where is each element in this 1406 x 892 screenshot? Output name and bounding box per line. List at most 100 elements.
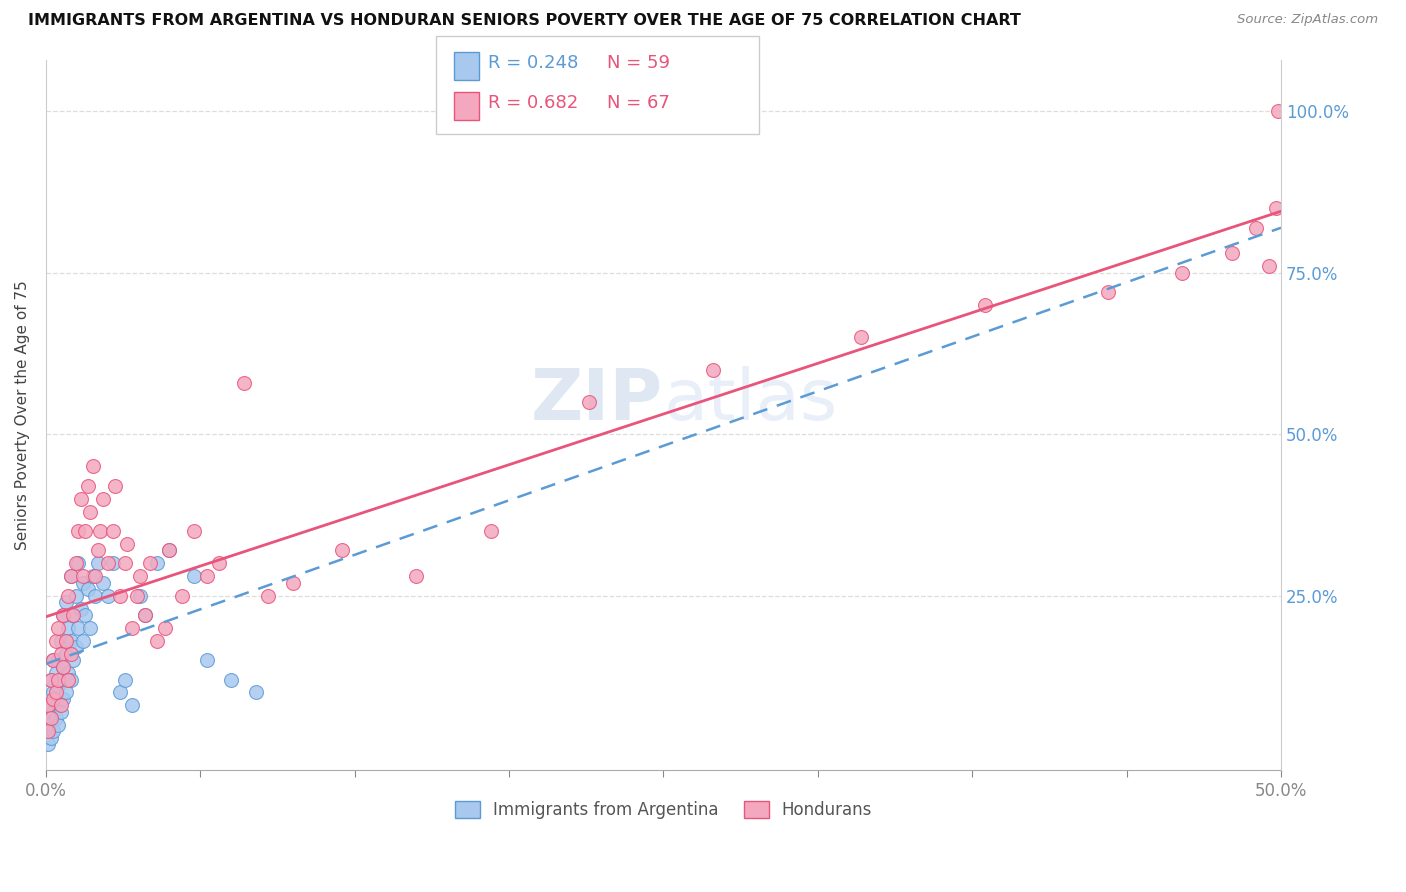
Point xyxy=(46,621,69,635)
Point xyxy=(67,557,90,571)
Point xyxy=(37,718,59,732)
Point xyxy=(75,607,97,622)
Point xyxy=(101,557,124,571)
Point xyxy=(45,685,67,699)
Point xyxy=(72,575,94,590)
Point xyxy=(87,543,110,558)
Point xyxy=(65,640,87,655)
Point xyxy=(37,724,59,739)
Point xyxy=(37,698,59,713)
Y-axis label: Seniors Poverty Over the Age of 75: Seniors Poverty Over the Age of 75 xyxy=(15,280,30,549)
Point xyxy=(37,737,59,751)
Point xyxy=(578,395,600,409)
Point xyxy=(208,557,231,571)
Point xyxy=(45,711,67,725)
Point xyxy=(82,459,104,474)
Point xyxy=(1244,220,1267,235)
Text: N = 67: N = 67 xyxy=(607,94,671,112)
Point xyxy=(159,543,181,558)
Point xyxy=(128,569,150,583)
Point xyxy=(101,524,124,538)
Point xyxy=(69,491,91,506)
Point xyxy=(45,633,67,648)
Point xyxy=(257,589,280,603)
Point xyxy=(55,647,77,661)
Point xyxy=(55,685,77,699)
Point xyxy=(1267,104,1289,119)
Point xyxy=(52,607,75,622)
Point xyxy=(39,698,62,713)
Point xyxy=(42,705,65,719)
Point xyxy=(702,362,724,376)
Point xyxy=(69,601,91,615)
Point xyxy=(849,330,872,344)
Point xyxy=(39,673,62,687)
Point xyxy=(39,731,62,745)
Point xyxy=(42,692,65,706)
Point xyxy=(49,698,72,713)
Point xyxy=(52,659,75,673)
Point xyxy=(58,673,80,687)
Text: N = 59: N = 59 xyxy=(607,54,671,71)
Point xyxy=(1171,266,1194,280)
Point xyxy=(62,607,84,622)
Point xyxy=(104,479,127,493)
Point xyxy=(77,479,100,493)
Point xyxy=(405,569,427,583)
Point xyxy=(332,543,354,558)
Point xyxy=(72,633,94,648)
Point xyxy=(97,557,120,571)
Point xyxy=(62,653,84,667)
Point xyxy=(72,569,94,583)
Point xyxy=(114,557,136,571)
Point xyxy=(138,557,160,571)
Point xyxy=(79,621,101,635)
Point xyxy=(42,653,65,667)
Point xyxy=(159,543,181,558)
Point xyxy=(65,589,87,603)
Point xyxy=(52,607,75,622)
Point xyxy=(84,589,107,603)
Text: IMMIGRANTS FROM ARGENTINA VS HONDURAN SENIORS POVERTY OVER THE AGE OF 75 CORRELA: IMMIGRANTS FROM ARGENTINA VS HONDURAN SE… xyxy=(28,13,1021,29)
Point xyxy=(89,524,111,538)
Point xyxy=(42,685,65,699)
Point xyxy=(42,653,65,667)
Point xyxy=(479,524,502,538)
Point xyxy=(134,607,156,622)
Point xyxy=(39,711,62,725)
Point xyxy=(49,647,72,661)
Point xyxy=(1097,285,1119,299)
Legend: Immigrants from Argentina, Hondurans: Immigrants from Argentina, Hondurans xyxy=(449,794,879,826)
Point xyxy=(67,524,90,538)
Point xyxy=(128,589,150,603)
Point xyxy=(59,569,82,583)
Point xyxy=(232,376,254,390)
Point xyxy=(146,557,169,571)
Point xyxy=(108,589,131,603)
Text: R = 0.248: R = 0.248 xyxy=(488,54,578,71)
Point xyxy=(183,569,205,583)
Point xyxy=(91,575,114,590)
Point xyxy=(58,666,80,681)
Point xyxy=(59,647,82,661)
Point xyxy=(117,537,139,551)
Point xyxy=(45,692,67,706)
Point xyxy=(52,692,75,706)
Point xyxy=(49,705,72,719)
Point xyxy=(108,685,131,699)
Point xyxy=(75,524,97,538)
Point xyxy=(153,621,176,635)
Point xyxy=(58,589,80,603)
Point xyxy=(82,569,104,583)
Point xyxy=(62,607,84,622)
Point xyxy=(84,569,107,583)
Point xyxy=(55,595,77,609)
Point xyxy=(58,621,80,635)
Point xyxy=(245,685,267,699)
Point xyxy=(97,589,120,603)
Point xyxy=(1265,201,1288,215)
Point xyxy=(46,718,69,732)
Point xyxy=(146,633,169,648)
Point xyxy=(79,505,101,519)
Point xyxy=(55,633,77,648)
